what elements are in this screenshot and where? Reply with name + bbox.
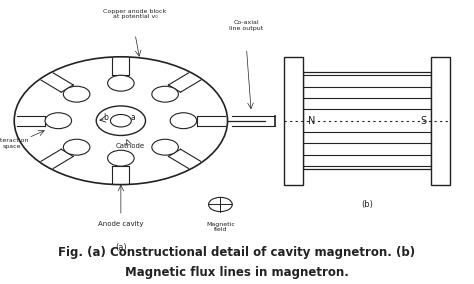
Text: (b): (b) [361, 200, 374, 209]
Text: Magnetic flux lines in magnetron.: Magnetic flux lines in magnetron. [125, 266, 349, 279]
Bar [303, 72, 431, 169]
Text: Co-axial
line output: Co-axial line output [229, 20, 264, 31]
Circle shape [152, 86, 178, 102]
Circle shape [64, 139, 90, 155]
Bar [284, 57, 303, 185]
Text: S: S [420, 116, 427, 126]
Text: RF
CUT: RF CUT [287, 114, 300, 125]
Bar [431, 57, 450, 185]
Circle shape [152, 139, 178, 155]
Text: Copper anode block
at potential v₀: Copper anode block at potential v₀ [103, 9, 167, 19]
Circle shape [108, 75, 134, 91]
Circle shape [108, 150, 134, 166]
Circle shape [45, 113, 72, 129]
Text: Anode cavity: Anode cavity [98, 221, 144, 227]
Text: Fig. (a) Constructional detail of cavity magnetron. (b): Fig. (a) Constructional detail of cavity… [58, 246, 416, 259]
Text: b: b [103, 113, 108, 122]
Text: Cathode: Cathode [116, 143, 145, 149]
Text: N: N [308, 116, 316, 126]
Text: Magnetic
field: Magnetic field [206, 222, 235, 232]
Circle shape [170, 113, 197, 129]
Text: (a): (a) [115, 243, 127, 252]
Text: a: a [130, 113, 135, 122]
Text: Interaction
space: Interaction space [0, 138, 29, 149]
Circle shape [64, 86, 90, 102]
